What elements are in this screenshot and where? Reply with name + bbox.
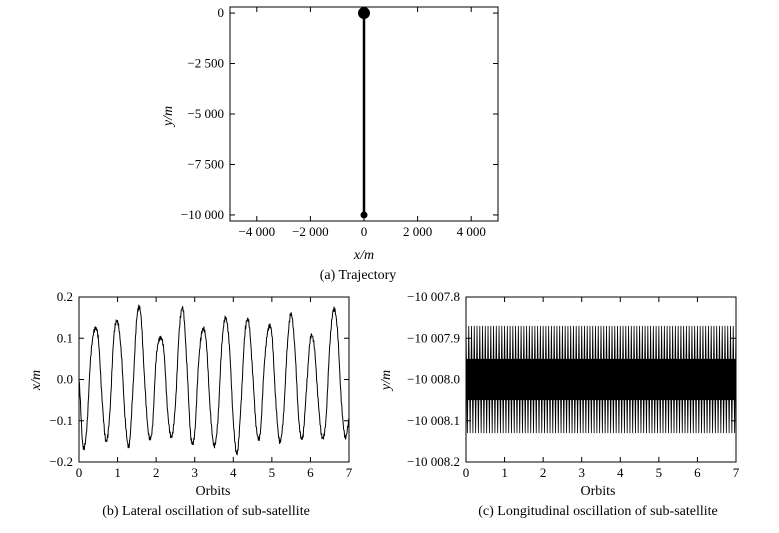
x-tick-label: 2 — [153, 465, 160, 480]
x-tick-label: 0 — [76, 465, 83, 480]
x-tick-label: −2 000 — [292, 224, 329, 239]
y-tick-label: −10 000 — [181, 207, 224, 222]
longitudinal-oscillation-panel: 0 1 2 3 4 5 6 7 −10 007.8 −10 007.9 −10 008.0 −10 … — [379, 289, 740, 519]
x-tick-label: 2 000 — [403, 224, 432, 239]
y-tick-label: −7 500 — [187, 156, 224, 171]
x-tick-label: 1 — [114, 465, 121, 480]
x-tick-label: −4 000 — [239, 224, 276, 239]
x-tick-label: 6 — [307, 465, 314, 480]
x-tick-label: 6 — [694, 465, 701, 480]
lateral-oscillation-series — [78, 304, 350, 456]
longitudinal-caption: (c) Longitudinal oscillation of sub-sate… — [478, 504, 718, 519]
x-tick-label: 3 — [191, 465, 198, 480]
main-satellite-marker — [358, 7, 370, 20]
y-tick-label: −10 008.0 — [407, 372, 460, 387]
y-tick-label: −10 007.9 — [407, 330, 460, 345]
y-tick-label: −0.2 — [49, 454, 73, 469]
y-tick-label: −10 008.1 — [407, 413, 460, 428]
sub-satellite-marker — [360, 211, 368, 219]
x-tick-label: 1 — [501, 465, 508, 480]
trajectory-panel: −4 000 −2 000 0 2 000 4 000 0 −2 500 −5 000 −7 … — [161, 5, 499, 283]
lateral-plot-frame — [78, 296, 350, 463]
x-tick-label: 0 — [463, 465, 470, 480]
x-tick-label: 4 — [617, 465, 624, 480]
y-tick-label: 0.0 — [57, 372, 73, 387]
trajectory-xlabel: x/m — [353, 248, 374, 263]
lateral-oscillation-panel: 0 1 2 3 4 5 6 7 0.2 0.1 0.0 −0.1 −0.2 Orbits x/m (b… — [29, 289, 353, 519]
lateral-ylabel: x/m — [29, 370, 44, 391]
x-tick-label: 2 — [540, 465, 547, 480]
y-tick-label: −0.1 — [49, 413, 73, 428]
x-tick-label: 7 — [346, 465, 353, 480]
x-tick-label: 4 000 — [457, 224, 486, 239]
x-tick-label: 5 — [269, 465, 276, 480]
y-tick-label: −5 000 — [187, 106, 224, 121]
y-tick-label: −10 007.8 — [407, 289, 460, 304]
y-tick-label: 0.1 — [57, 330, 73, 345]
trajectory-caption: (a) Trajectory — [320, 268, 397, 283]
x-tick-label: 4 — [230, 465, 237, 480]
longitudinal-ylabel: y/m — [379, 370, 394, 392]
x-tick-label: 0 — [361, 224, 368, 239]
lateral-xlabel: Orbits — [196, 484, 231, 499]
x-tick-label: 5 — [656, 465, 663, 480]
x-tick-label: 7 — [733, 465, 740, 480]
longitudinal-oscillation-series — [465, 325, 737, 434]
longitudinal-xlabel: Orbits — [581, 484, 616, 499]
x-tick-label: 3 — [578, 465, 585, 480]
trajectory-ylabel: y/m — [161, 106, 176, 128]
y-tick-label: 0 — [218, 5, 225, 20]
y-tick-label: −10 008.2 — [407, 454, 460, 469]
y-tick-label: −2 500 — [187, 56, 224, 71]
y-tick-label: 0.2 — [57, 289, 73, 304]
lateral-caption: (b) Lateral oscillation of sub-satellite — [102, 504, 310, 519]
